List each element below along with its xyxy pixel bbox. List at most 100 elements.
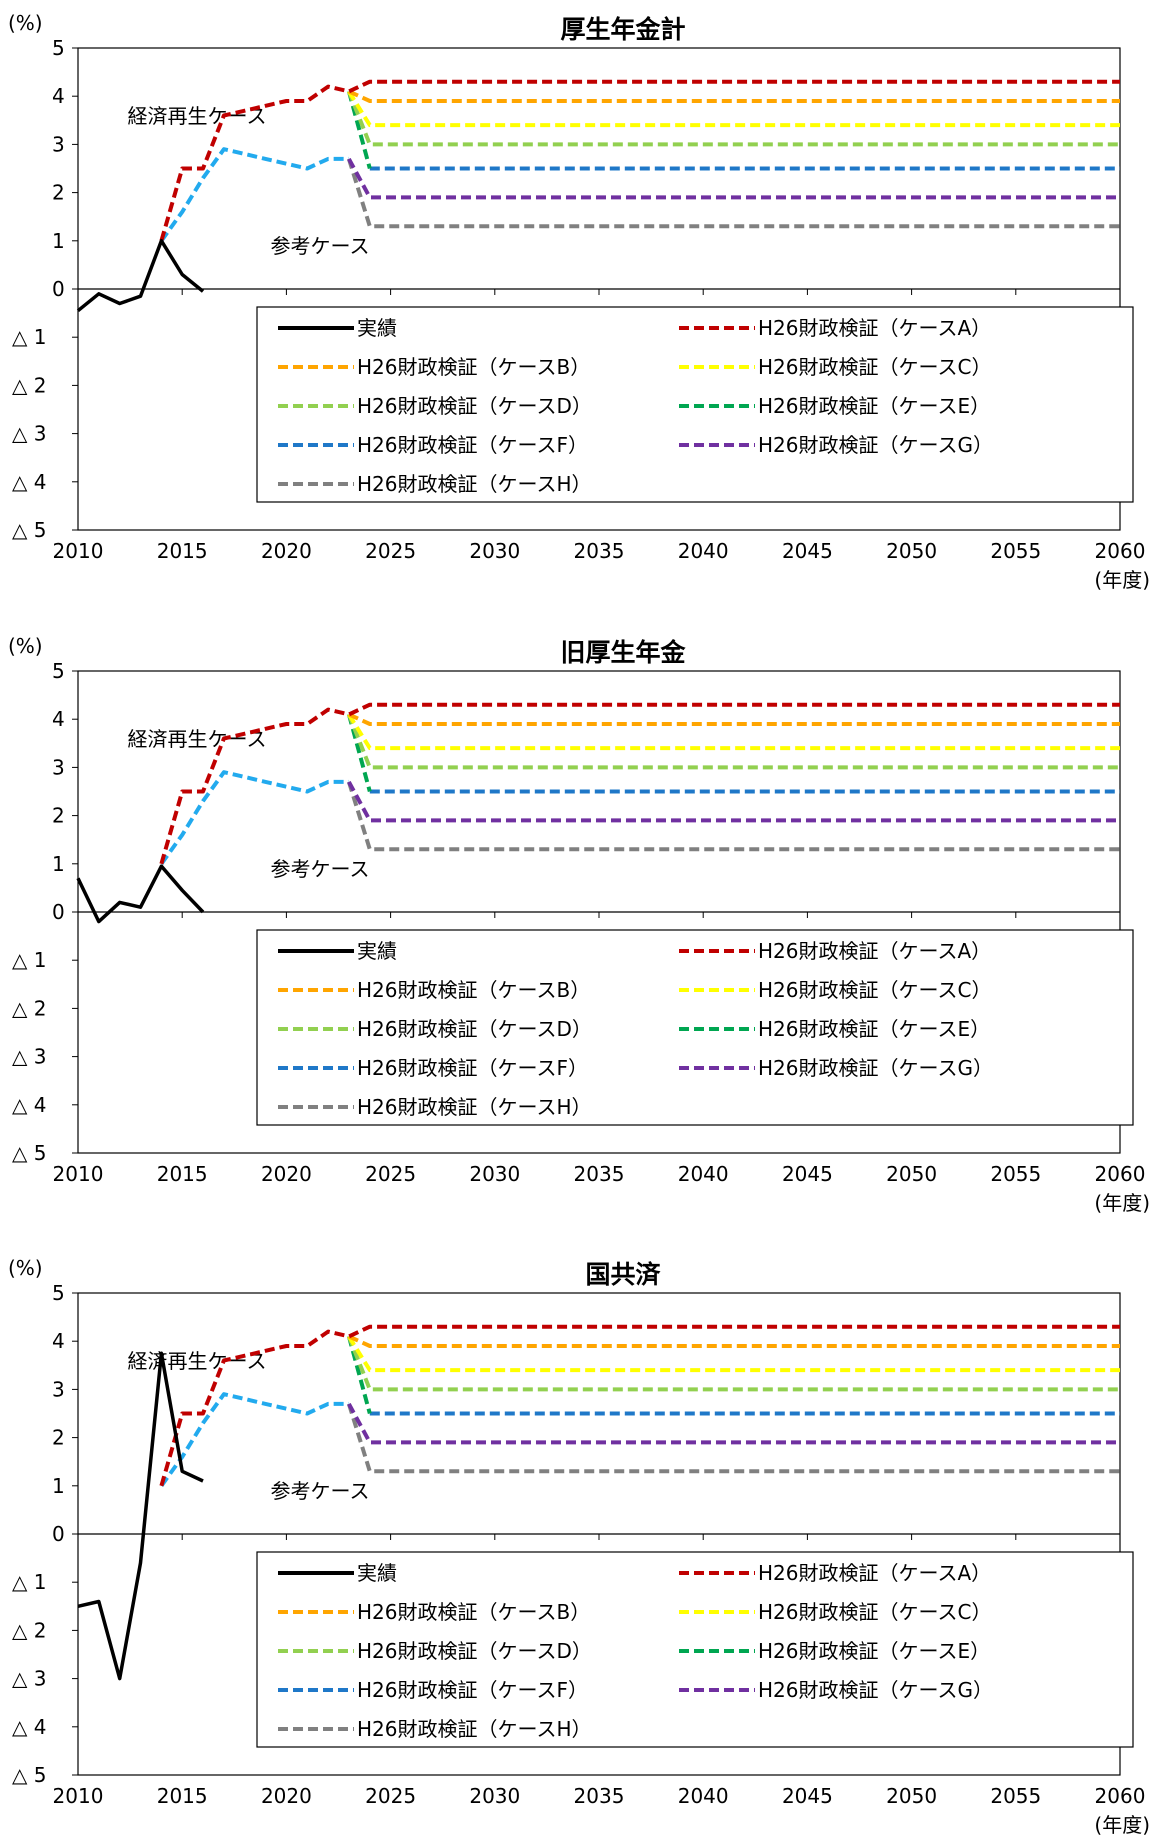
- series-line: [346, 1403, 1120, 1474]
- legend-entry-label: H26財政検証（ケースG）: [758, 1056, 993, 1080]
- legend-entry-label: H26財政検証（ケースA）: [758, 939, 991, 963]
- y-tick-label: 5: [52, 1281, 65, 1305]
- chart-annotation: 経済再生ケース: [128, 104, 267, 128]
- x-tick-label: 2010: [53, 539, 104, 563]
- legend-entry-label: H26財政検証（ケースG）: [758, 1678, 993, 1702]
- y-tick-label: 0: [52, 277, 65, 301]
- x-tick-label: 2015: [157, 539, 208, 563]
- chart-annotation: 経済再生ケース: [128, 1349, 267, 1373]
- y-tick-label: △ 5: [12, 1141, 46, 1165]
- y-tick-label: 1: [52, 1474, 65, 1498]
- x-tick-label: 2025: [365, 1784, 416, 1808]
- series-line: [159, 702, 1120, 865]
- y-tick-label: 3: [52, 1377, 65, 1401]
- x-tick-label: 2035: [574, 1784, 625, 1808]
- x-tick-label: 2045: [782, 539, 833, 563]
- x-tick-label: 2030: [469, 1784, 520, 1808]
- legend-entry-label: H26財政検証（ケースH）: [357, 1095, 592, 1119]
- legend-entry-label: H26財政検証（ケースB）: [357, 978, 590, 1002]
- x-unit-label: (年度): [1094, 1813, 1150, 1837]
- y-tick-label: 4: [52, 1329, 65, 1353]
- x-tick-label: 2045: [782, 1162, 833, 1186]
- x-tick-label: 2035: [574, 1162, 625, 1186]
- y-tick-label: △ 2: [12, 373, 46, 397]
- x-unit-label: (年度): [1094, 568, 1150, 592]
- y-unit-label: (%): [8, 1256, 43, 1280]
- y-tick-label: △ 4: [12, 1715, 46, 1739]
- legend-entry-label: H26財政検証（ケースD）: [357, 1639, 592, 1663]
- series-line: [347, 90, 1120, 128]
- legend-entry-label: H26財政検証（ケースD）: [357, 1017, 592, 1041]
- series-line: [76, 864, 205, 924]
- x-tick-label: 2050: [886, 539, 937, 563]
- legend-entry-label: H26財政検証（ケースF）: [357, 1056, 588, 1080]
- legend-entry-label: H26財政検証（ケースE）: [758, 1017, 990, 1041]
- x-tick-label: 2040: [678, 1162, 729, 1186]
- y-tick-label: △ 1: [12, 948, 46, 972]
- x-tick-label: 2055: [990, 539, 1041, 563]
- y-tick-label: △ 3: [12, 1667, 46, 1691]
- x-tick-label: 2015: [157, 1162, 208, 1186]
- legend-entry-label: H26財政検証（ケースA）: [758, 316, 991, 340]
- x-tick-label: 2010: [53, 1162, 104, 1186]
- series-line: [347, 713, 1120, 770]
- y-tick-label: △ 3: [12, 1045, 46, 1069]
- chart-panel-2: 旧厚生年金 (%) 5 4 3 2 1 0△ 1 △ 2 △ 3 △ 4 △ 5 2010 2015 202…: [8, 634, 1150, 1215]
- series-line: [159, 770, 349, 865]
- series-line: [159, 147, 349, 242]
- series-line: [347, 90, 1120, 147]
- chart-annotation: 参考ケース: [271, 234, 370, 258]
- y-tick-label: 4: [52, 707, 65, 731]
- series-line: [348, 1334, 1120, 1348]
- series-line: [346, 1335, 372, 1415]
- y-tick-label: 3: [52, 132, 65, 156]
- x-tick-label: 2060: [1095, 1784, 1146, 1808]
- legend-entry-label: H26財政検証（ケースB）: [357, 355, 590, 379]
- y-tick-label: 2: [52, 804, 65, 828]
- x-tick-label: 2015: [157, 1784, 208, 1808]
- y-tick-label: 2: [52, 1426, 65, 1450]
- series-line: [347, 157, 1120, 200]
- y-tick-label: △ 1: [12, 325, 46, 349]
- chart-title: 厚生年金計: [560, 15, 685, 44]
- x-unit-label: (年度): [1094, 1191, 1150, 1215]
- legend-entry-label: H26財政検証（ケースC）: [758, 1600, 991, 1624]
- legend-entry-label: H26財政検証（ケースD）: [357, 394, 592, 418]
- x-tick-label: 2020: [261, 1784, 312, 1808]
- x-tick-label: 2060: [1095, 1162, 1146, 1186]
- chart-annotation: 経済再生ケース: [128, 727, 267, 751]
- x-tick-label: 2020: [261, 1162, 312, 1186]
- y-tick-label: 3: [52, 755, 65, 779]
- x-tick-label: 2060: [1095, 539, 1146, 563]
- legend-entry-label: H26財政検証（ケースE）: [758, 394, 990, 418]
- series-line: [159, 79, 1120, 242]
- y-tick-label: △ 4: [12, 1093, 46, 1117]
- y-tick-label: 5: [52, 659, 65, 683]
- series-line: [346, 158, 1120, 229]
- legend-entry-label: H26財政検証（ケースA）: [758, 1561, 991, 1585]
- y-tick-label: 1: [52, 229, 65, 253]
- series-line: [347, 780, 1120, 823]
- series-line: [346, 90, 372, 170]
- series-line: [346, 781, 1120, 852]
- series-line: [159, 1392, 349, 1487]
- y-tick-label: 0: [52, 1522, 65, 1546]
- legend-entry-label: 実績: [357, 316, 397, 340]
- series-line: [347, 713, 1120, 751]
- chart-annotation: 参考ケース: [271, 857, 370, 881]
- y-tick-label: 0: [52, 900, 65, 924]
- x-tick-label: 2040: [678, 1784, 729, 1808]
- legend-entry-label: H26財政検証（ケースG）: [758, 433, 993, 457]
- legend-entry-label: 実績: [357, 939, 397, 963]
- legend-entry-label: H26財政検証（ケースF）: [357, 433, 588, 457]
- x-tick-label: 2035: [574, 539, 625, 563]
- legend-entry-label: H26財政検証（ケースF）: [357, 1678, 588, 1702]
- y-unit-label: (%): [8, 634, 43, 658]
- x-tick-label: 2050: [886, 1784, 937, 1808]
- x-tick-label: 2030: [469, 1162, 520, 1186]
- series-line: [347, 1402, 1120, 1445]
- series-line: [159, 1324, 1120, 1487]
- x-tick-label: 2050: [886, 1162, 937, 1186]
- legend-entry-label: H26財政検証（ケースH）: [357, 1717, 592, 1741]
